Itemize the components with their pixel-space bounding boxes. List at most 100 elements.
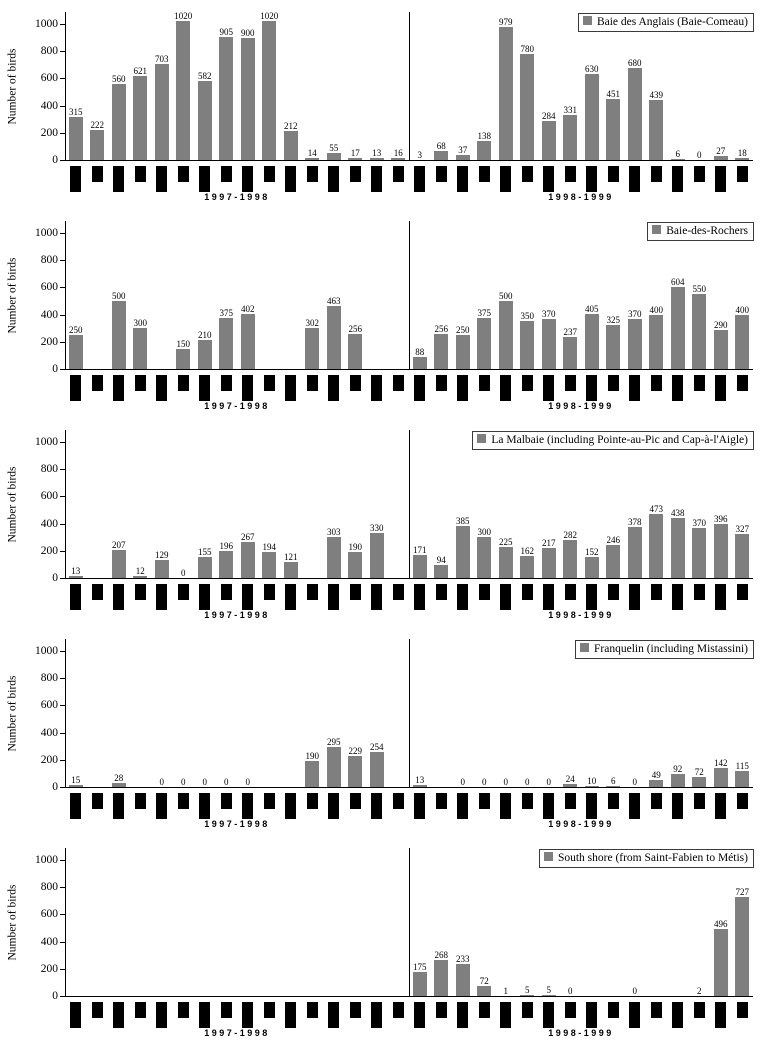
- month-tick: [543, 584, 555, 610]
- legend-label: La Malbaie (including Pointe-au-Pic and …: [491, 434, 748, 446]
- bar: [735, 771, 750, 787]
- x-axis-label-period2: 1998-1999: [548, 610, 614, 620]
- y-tick-label: 0: [52, 990, 58, 1002]
- bar: [111, 301, 126, 369]
- month-tick: [650, 166, 662, 182]
- month-tick: [242, 1002, 254, 1028]
- month-tick: [478, 584, 490, 600]
- bar-value-label: 350: [520, 311, 535, 321]
- month-tick: [435, 375, 447, 391]
- y-tick-mark: [60, 51, 65, 52]
- y-tick-mark: [60, 787, 65, 788]
- month-tick: [306, 375, 318, 391]
- month-tick: [263, 375, 275, 391]
- month-tick: [521, 375, 533, 391]
- bar: [283, 562, 298, 578]
- y-tick-mark: [60, 678, 65, 679]
- bar: [649, 514, 664, 578]
- y-tick-label: 1000: [35, 854, 58, 866]
- bar-value-label: 290: [714, 320, 728, 330]
- month-tick: [371, 375, 383, 401]
- month-tick: [328, 793, 340, 819]
- month-tick: [349, 584, 361, 600]
- month-tick: [70, 166, 82, 192]
- legend: South shore (from Saint-Fabien to Métis): [538, 849, 754, 868]
- bar: [606, 325, 621, 369]
- bar: [670, 287, 685, 369]
- month-tick: [629, 584, 641, 610]
- month-tick: [500, 166, 512, 192]
- bar: [606, 545, 621, 578]
- bar: [412, 972, 427, 996]
- x-axis-label-period2: 1998-1999: [548, 1028, 614, 1038]
- month-tick: [220, 793, 232, 809]
- bar: [240, 314, 255, 369]
- bar: [197, 340, 212, 369]
- bar: [670, 774, 685, 787]
- month-tick: [156, 1002, 168, 1028]
- bar: [348, 756, 363, 787]
- bar-value-label: 330: [370, 523, 384, 533]
- y-tick-mark: [60, 705, 65, 706]
- month-tick: [672, 375, 684, 401]
- month-tick: [693, 166, 705, 182]
- bar-value-label: 0: [181, 777, 186, 787]
- bar-value-label: 396: [714, 514, 728, 524]
- bar: [133, 576, 148, 578]
- month-tick: [715, 793, 727, 819]
- y-tick-label: 400: [40, 309, 58, 321]
- month-tick: [414, 375, 426, 401]
- bar: [713, 330, 728, 369]
- bar-value-label: 1020: [260, 11, 279, 21]
- legend-swatch-icon: [477, 434, 487, 443]
- bar: [713, 929, 728, 996]
- bar: [219, 37, 234, 160]
- bar-value-label: 282: [563, 530, 578, 540]
- month-tick: [586, 584, 598, 610]
- bar-value-label: 284: [542, 111, 556, 121]
- y-tick-mark: [60, 24, 65, 25]
- y-tick-mark: [60, 996, 65, 997]
- bar: [262, 552, 277, 578]
- y-tick-label: 600: [40, 908, 58, 920]
- month-tick: [177, 166, 189, 182]
- y-tick-mark: [60, 160, 65, 161]
- bar-value-label: 115: [735, 761, 749, 771]
- y-tick-mark: [60, 733, 65, 734]
- bar-value-label: 295: [327, 737, 341, 747]
- y-tick-label: 600: [40, 72, 58, 84]
- bar-value-label: 268: [434, 950, 449, 960]
- month-tick: [500, 584, 512, 610]
- y-tick-label: 0: [52, 781, 58, 793]
- month-tick: [414, 584, 426, 610]
- legend: Baie des Anglais (Baie-Comeau): [577, 13, 754, 32]
- bar-value-label: 256: [348, 324, 363, 334]
- bar: [305, 761, 320, 787]
- bar: [649, 315, 664, 369]
- period-divider-line: [409, 221, 410, 369]
- bar-value-label: 175: [413, 962, 427, 972]
- y-axis-line: [65, 221, 66, 369]
- bar: [563, 784, 578, 787]
- month-tick: [242, 584, 254, 610]
- legend-label: Franquelin (including Mistassini): [594, 643, 748, 655]
- bar-value-label: 15: [71, 775, 81, 785]
- bar-value-label: 400: [649, 305, 664, 315]
- month-tick: [392, 166, 404, 182]
- month-tick: [392, 793, 404, 809]
- bar-value-label: 68: [436, 141, 446, 151]
- legend-label: South shore (from Saint-Fabien to Métis): [557, 852, 748, 864]
- y-tick-mark: [60, 287, 65, 288]
- bar-value-label: 207: [112, 540, 126, 550]
- month-tick: [693, 793, 705, 809]
- y-tick-mark: [60, 969, 65, 970]
- month-tick: [693, 375, 705, 391]
- bar-value-label: 439: [649, 90, 664, 100]
- bar: [369, 533, 384, 578]
- month-tick: [500, 793, 512, 819]
- bar: [498, 301, 513, 369]
- month-tick: [156, 793, 168, 819]
- bar-value-label: 217: [542, 538, 556, 548]
- chart-panel-la-malbaie: Number of birds La Malbaie (including Po…: [0, 418, 766, 627]
